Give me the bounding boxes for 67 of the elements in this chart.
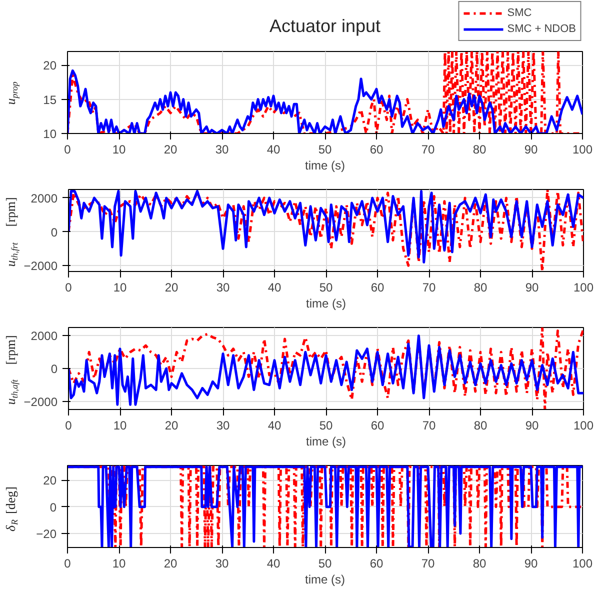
x-tick-label: 20 bbox=[164, 280, 178, 294]
y-tick-label: 2000 bbox=[30, 191, 58, 206]
y-tick-label: 0 bbox=[50, 500, 57, 514]
x-tick-label: 50 bbox=[319, 280, 333, 294]
y-axis-title: δR [deg] bbox=[3, 486, 20, 532]
x-tick-label: 60 bbox=[370, 280, 384, 294]
x-tick-label: 30 bbox=[216, 418, 230, 432]
x-tick-label: 100 bbox=[572, 556, 593, 570]
x-tick-label: 0 bbox=[65, 280, 72, 294]
x-tick-label: 10 bbox=[112, 556, 126, 570]
x-tick-label: 80 bbox=[472, 556, 486, 570]
y-tick-label: 0 bbox=[50, 225, 58, 240]
y-tick-label: 2000 bbox=[30, 329, 58, 344]
x-tick-label: 80 bbox=[474, 280, 488, 294]
x-axis-title: time (s) bbox=[305, 158, 345, 172]
legend-label: SMC bbox=[507, 6, 532, 20]
x-tick-label: 20 bbox=[164, 556, 178, 570]
y-axis-title: uprop bbox=[3, 81, 20, 105]
x-tick-label: 10 bbox=[113, 418, 127, 432]
x-tick-label: 90 bbox=[525, 418, 539, 432]
x-tick-label: 100 bbox=[572, 142, 593, 156]
text: uth,aft [rpm] bbox=[3, 335, 20, 405]
x-tick-label: 70 bbox=[421, 142, 435, 156]
x-tick-label: 80 bbox=[472, 142, 486, 156]
x-axis-title: time (s) bbox=[305, 572, 345, 586]
x-tick-label: 10 bbox=[113, 280, 127, 294]
x-tick-label: 70 bbox=[421, 556, 435, 570]
x-tick-label: 50 bbox=[319, 418, 333, 432]
x-tick-label: 10 bbox=[112, 142, 126, 156]
x-tick-label: 50 bbox=[318, 142, 332, 156]
y-tick-label: −20 bbox=[36, 527, 57, 541]
x-tick-label: 30 bbox=[216, 280, 230, 294]
x-tick-label: 100 bbox=[573, 280, 594, 294]
x-tick-label: 20 bbox=[164, 142, 178, 156]
x-tick-label: 40 bbox=[266, 142, 280, 156]
chart-title: Actuator input bbox=[269, 16, 381, 36]
x-tick-label: 30 bbox=[215, 556, 229, 570]
x-tick-label: 60 bbox=[370, 556, 384, 570]
x-tick-label: 50 bbox=[318, 556, 332, 570]
x-tick-label: 20 bbox=[164, 418, 178, 432]
x-tick-label: 90 bbox=[524, 142, 538, 156]
text: uth,frt [rpm] bbox=[3, 197, 20, 267]
x-tick-label: 0 bbox=[64, 142, 72, 156]
x-axis-title: time (s) bbox=[306, 296, 346, 310]
x-tick-label: 60 bbox=[370, 142, 384, 156]
y-tick-label: 15 bbox=[43, 92, 57, 107]
x-tick-label: 80 bbox=[474, 418, 488, 432]
x-tick-label: 40 bbox=[268, 280, 282, 294]
x-axis-title: time (s) bbox=[306, 434, 346, 448]
x-tick-label: 0 bbox=[65, 418, 72, 432]
y-tick-label: −2000 bbox=[24, 259, 58, 274]
y-tick-label: −2000 bbox=[24, 394, 58, 409]
x-tick-label: 60 bbox=[370, 418, 384, 432]
y-tick-label: 10 bbox=[43, 127, 57, 141]
x-tick-label: 0 bbox=[64, 556, 72, 570]
y-tick-label: 20 bbox=[43, 58, 57, 73]
x-tick-label: 70 bbox=[422, 280, 436, 294]
x-tick-label: 30 bbox=[215, 142, 229, 156]
x-tick-label: 90 bbox=[525, 280, 539, 294]
y-tick-label: 20 bbox=[43, 474, 57, 488]
x-tick-label: 40 bbox=[266, 556, 280, 570]
x-tick-label: 70 bbox=[422, 418, 436, 432]
x-tick-label: 100 bbox=[573, 418, 594, 432]
legend-label: SMC + NDOB bbox=[507, 22, 576, 36]
y-tick-label: 0 bbox=[50, 362, 58, 376]
x-tick-label: 40 bbox=[268, 418, 282, 432]
x-tick-label: 90 bbox=[524, 556, 538, 570]
